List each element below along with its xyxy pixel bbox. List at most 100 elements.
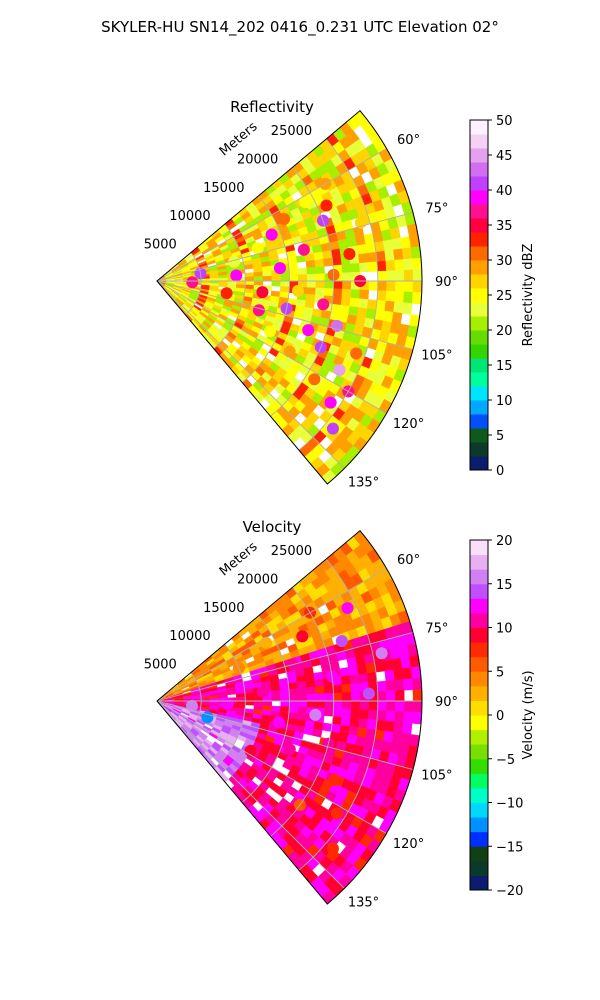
- field-cell: [332, 708, 343, 718]
- range-tick-label: 15000: [203, 601, 244, 616]
- range-ring: [213, 643, 246, 770]
- colorbar-tick-label: 50: [496, 114, 513, 129]
- colorbar-swatch: [470, 787, 488, 803]
- figure-title: SKYLER-HU SN14_202 0416_0.231 UTC Elevat…: [101, 18, 499, 37]
- data-cell: [350, 347, 363, 360]
- colorbar-swatch: [470, 414, 488, 429]
- colorbar-swatch: [470, 715, 488, 731]
- field-cell: [315, 273, 326, 282]
- azimuth-spoke: [156, 700, 414, 771]
- data-cell: [308, 373, 321, 386]
- field-cell: [297, 706, 308, 715]
- field-cell: [288, 682, 299, 690]
- colorbar-swatch: [470, 612, 488, 628]
- field-cell: [358, 298, 369, 309]
- field-cell: [297, 700, 308, 708]
- colorbar-swatch: [470, 583, 488, 599]
- colorbar-swatch: [470, 302, 488, 317]
- field-cell: [348, 306, 359, 317]
- data-cell: [362, 687, 375, 700]
- field-cell: [377, 700, 387, 712]
- field-cell: [295, 254, 307, 263]
- field-cell: [401, 247, 413, 260]
- field-cell: [333, 700, 343, 710]
- range-tick-label: 5000: [144, 658, 177, 673]
- colorbar-swatch: [470, 162, 488, 177]
- field-cell: [324, 280, 334, 289]
- reflectivity-sector-frame: [156, 109, 423, 485]
- field-cell: [350, 709, 361, 719]
- field-cell: [350, 289, 361, 299]
- field-cell: [331, 296, 343, 306]
- colorbar-swatch: [470, 554, 488, 570]
- field-cell: [403, 700, 414, 713]
- field-cell: [342, 272, 352, 282]
- data-cell: [283, 743, 296, 756]
- field-cell: [359, 700, 370, 711]
- colorbar-tick-label: −15: [496, 840, 523, 855]
- data-cell: [283, 345, 296, 358]
- colorbar-swatch: [470, 218, 488, 233]
- field-cell: [245, 700, 255, 706]
- field-cell: [322, 722, 333, 732]
- data-cell: [278, 213, 291, 226]
- field-cell: [348, 665, 359, 676]
- data-cell: [302, 324, 315, 337]
- data-cell: [343, 247, 356, 260]
- field-cell: [314, 258, 325, 268]
- range-tick-label: 20000: [237, 152, 278, 167]
- data-cell: [201, 711, 214, 724]
- field-cell: [313, 251, 324, 261]
- field-cell: [375, 250, 387, 262]
- field-cell: [279, 689, 290, 696]
- field-cell: [262, 270, 272, 277]
- azimuth-tick-label: 135°: [348, 476, 379, 491]
- field-cell: [377, 690, 387, 702]
- data-cell: [296, 630, 309, 643]
- field-cell: [385, 290, 396, 303]
- reflectivity-title: Reflectivity: [230, 98, 314, 116]
- colorbar-swatch: [470, 540, 488, 556]
- range-ring: [241, 195, 290, 383]
- field-cell: [393, 248, 404, 261]
- colorbar-tick-label: 45: [496, 149, 513, 164]
- colorbar-swatch: [470, 758, 488, 774]
- azimuth-tick-label: 120°: [393, 417, 424, 432]
- colorbar-tick-label: −5: [496, 753, 515, 768]
- field-cell: [306, 266, 317, 275]
- reflectivity-azimuth-ticks: 60° 75° 90° 105° 120° 135°: [348, 133, 458, 490]
- field-cell: [297, 694, 308, 702]
- colorbar-tick-label: 5: [496, 665, 504, 680]
- field-cell: [401, 302, 413, 315]
- data-cell: [256, 685, 269, 698]
- data-cell: [263, 325, 276, 338]
- field-cell: [321, 889, 337, 905]
- field-cell: [382, 310, 394, 323]
- azimuth-spoke: [156, 700, 345, 889]
- range-ring: [270, 587, 335, 837]
- field-cell: [323, 685, 334, 694]
- colorbar-swatch: [470, 190, 488, 205]
- azimuth-spoke: [156, 148, 387, 282]
- field-cell: [394, 679, 405, 691]
- colorbar-swatch: [470, 204, 488, 219]
- field-cell: [342, 700, 352, 710]
- field-cell: [391, 311, 403, 325]
- range-tick-label: 25000: [271, 124, 312, 139]
- field-cell: [271, 275, 281, 282]
- field-cell: [384, 669, 395, 682]
- field-cell: [411, 257, 422, 271]
- range-tick-label: 10000: [169, 629, 210, 644]
- field-cell: [342, 692, 352, 702]
- colorbar-swatch: [470, 134, 488, 149]
- field-cell: [305, 680, 316, 689]
- field-cell: [218, 283, 228, 288]
- azimuth-tick-label: 75°: [425, 622, 448, 637]
- field-cell: [261, 265, 272, 272]
- field-cell: [236, 696, 246, 702]
- field-cell: [350, 263, 361, 273]
- reflectivity-panel: Reflectivity 5000 10000 15000 20000 25000 60…: [144, 98, 536, 491]
- field-cell: [279, 683, 290, 691]
- field-cell: [253, 700, 264, 706]
- field-cell: [331, 256, 343, 266]
